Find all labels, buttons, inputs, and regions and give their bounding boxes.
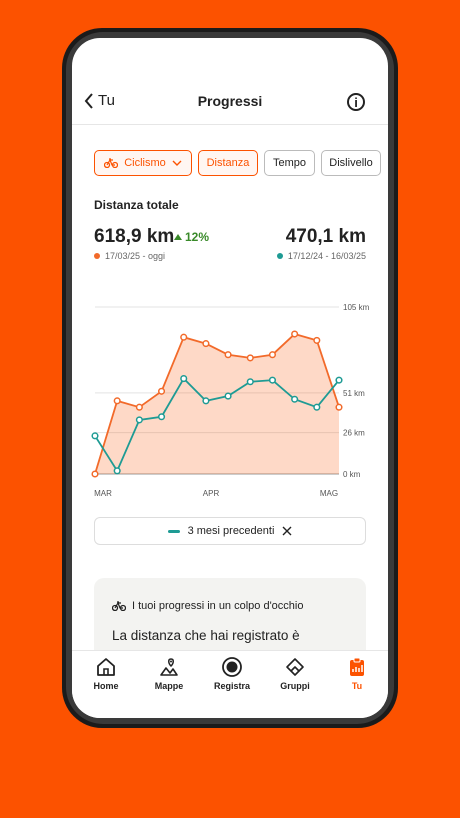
current-series-area: [95, 334, 339, 474]
x-tick-label: APR: [203, 489, 220, 498]
previous-series-point: [268, 376, 277, 384]
previous-series-line: [94, 377, 340, 473]
map-icon: [160, 658, 178, 676]
previous-series-point: [135, 416, 143, 424]
tab-profile[interactable]: Tu: [327, 656, 387, 691]
x-tick-label: MAR: [94, 489, 112, 498]
bottom-tab-bar: [72, 650, 388, 718]
current-series-point: [268, 351, 277, 359]
previous-series-point: [313, 403, 321, 411]
distance-chart[interactable]: 105 km 51 km 26 km 0 km MAR APR MAG: [72, 288, 388, 508]
previous-series-point: [113, 467, 121, 475]
bike-icon: [104, 158, 119, 168]
comparison-label: 3 mesi precedenti: [187, 525, 275, 537]
info-icon[interactable]: i: [347, 93, 365, 111]
current-series-point: [202, 340, 210, 348]
current-series-point: [246, 354, 254, 362]
current-series-point: [313, 336, 321, 344]
previous-series-point: [157, 413, 166, 421]
tab-maps-label: Mappe: [154, 681, 184, 691]
groups-icon: [286, 658, 304, 676]
sport-label: Ciclismo: [124, 157, 166, 169]
previous-range-label: 17/12/24 - 16/03/25: [287, 251, 366, 261]
tab-dislivello[interactable]: Dislivello: [321, 150, 381, 176]
tab-groups[interactable]: Gruppi: [265, 656, 325, 691]
current-range-label: 17/03/25 - oggi: [105, 251, 166, 261]
previous-series-swatch: [167, 529, 180, 533]
previous-series-point: [291, 395, 299, 403]
trend-up-icon: [174, 234, 182, 240]
section-title: Distanza totale: [94, 198, 179, 212]
current-series-point: [91, 470, 99, 478]
chevron-left-icon: [84, 92, 93, 109]
current-total: 618,9 km: [94, 226, 175, 247]
previous-range: 17/12/24 - 16/03/25: [276, 251, 366, 261]
y-tick-label: 51 km: [343, 389, 365, 398]
y-tick-label: 105 km: [343, 303, 370, 312]
current-series-line: [94, 333, 340, 475]
tab-groups-label: Gruppi: [280, 681, 310, 691]
current-series-point: [113, 397, 121, 405]
insight-card-body: La distanza che hai registrato è: [112, 628, 300, 643]
back-label: Tu: [98, 92, 115, 109]
profile-icon: [350, 657, 364, 676]
previous-series-point: [335, 376, 343, 384]
home-icon: [97, 658, 115, 676]
current-series-point: [135, 403, 143, 411]
change-value: 12%: [185, 230, 210, 244]
previous-series-point: [180, 375, 188, 383]
previous-series-dot: [276, 253, 283, 259]
tab-profile-label: Tu: [351, 681, 363, 691]
header-divider: [72, 124, 388, 125]
current-series-point: [335, 403, 343, 411]
current-series-dot: [94, 253, 100, 259]
insight-card-title: I tuoi progressi in un colpo d'occhio: [132, 600, 304, 612]
app-screen: Tu Progressi i Ciclismo Distanza Tempo D…: [72, 38, 388, 718]
record-icon: [222, 657, 242, 677]
current-series-point: [291, 330, 299, 338]
previous-total: 470,1 km: [285, 226, 366, 247]
current-series-point: [180, 333, 188, 341]
close-icon[interactable]: [282, 526, 292, 536]
tab-maps[interactable]: Mappe: [139, 656, 199, 691]
insight-card-header: I tuoi progressi in un colpo d'occhio: [112, 600, 303, 612]
x-tick-label: MAG: [320, 489, 338, 498]
previous-series-point: [91, 432, 99, 440]
previous-series-point: [224, 392, 232, 400]
bike-icon: [112, 601, 126, 611]
tab-tempo[interactable]: Tempo: [264, 150, 315, 176]
y-tick-label: 26 km: [343, 429, 365, 438]
comparison-pill[interactable]: 3 mesi precedenti: [94, 517, 366, 545]
tab-record-label: Registra: [213, 681, 250, 691]
change-indicator: 12%: [174, 230, 209, 244]
tab-record[interactable]: Registra: [202, 656, 262, 691]
current-series-point: [224, 351, 232, 359]
page-title: Progressi: [197, 93, 263, 109]
tab-distanza[interactable]: Distanza: [198, 150, 258, 176]
chevron-down-icon: [172, 160, 182, 166]
back-button[interactable]: Tu: [84, 92, 115, 109]
tab-home-label: Home: [93, 681, 119, 691]
current-range: 17/03/25 - oggi: [94, 251, 165, 261]
current-series-point: [157, 387, 166, 395]
previous-series-point: [246, 378, 254, 386]
sport-dropdown[interactable]: Ciclismo: [94, 150, 192, 176]
previous-series-point: [202, 397, 210, 405]
y-tick-label: 0 km: [343, 470, 361, 479]
tab-home[interactable]: Home: [76, 656, 136, 691]
